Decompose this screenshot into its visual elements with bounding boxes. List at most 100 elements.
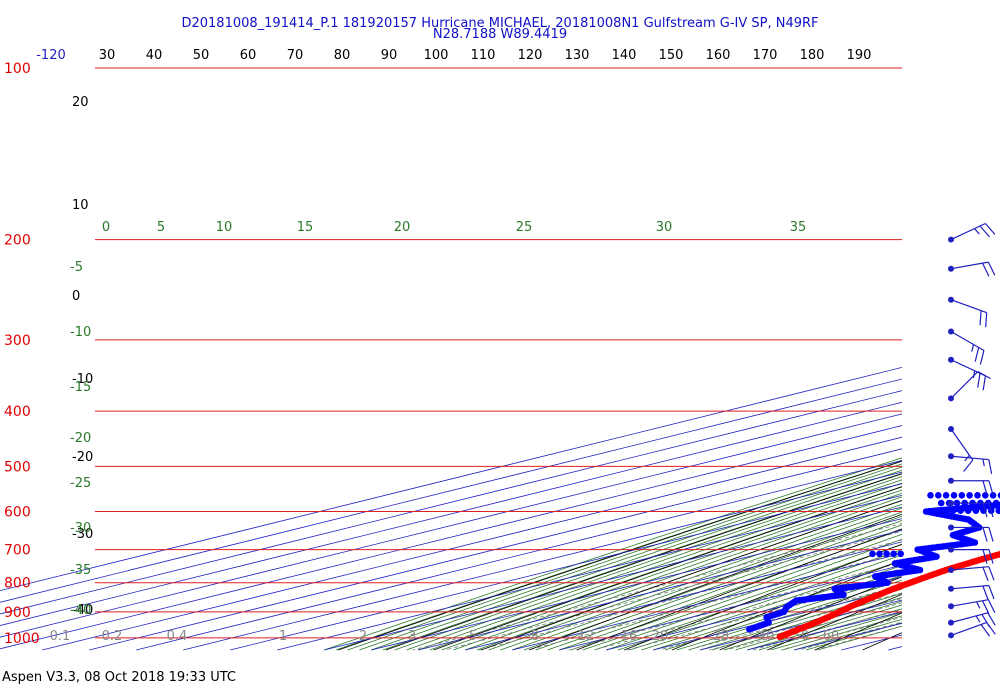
isotherm-line [277,494,902,651]
dry-adiabat-line [338,460,902,651]
moist-adiabat-label: 20 [394,220,411,235]
wind-barb [948,584,995,600]
dewpoint-point [937,499,945,507]
wind-barb [948,524,994,542]
wind-barb [948,453,993,474]
wind-barb [948,546,994,564]
dry-adiabat-line [576,528,902,651]
dewpoint-point [989,492,997,499]
pressure-label-700: 700 [4,543,31,559]
isotherm-line [606,576,902,651]
wind-barb [948,426,974,472]
moist-adiabat-line [465,496,902,651]
moist-adiabat-line [747,604,902,651]
dry-adiabat-label: -10 [72,372,93,387]
dry-adiabat-label: -20 [72,450,93,465]
mixing-ratio-label: 16 [621,629,638,644]
mixing-ratio-line [780,616,902,651]
dewpoint-point [992,499,1000,507]
isotherm-line [183,471,902,651]
mixing-ratio-label: 0.1 [50,629,71,644]
dewpoint-point [972,507,980,514]
top-scale-label: 50 [193,48,210,63]
top-scale-label: 140 [612,48,637,63]
moist-adiabat-line [394,476,902,651]
moist-adiabat-line [512,511,902,651]
temperature-point [776,633,784,641]
wind-barb [948,612,996,628]
moist-adiabat-line [688,584,902,651]
moist-adiabat-line [723,596,902,651]
moist-adiabat-label: 0 [102,220,110,235]
moist-adiabat-line [700,588,902,651]
mixing-ratio-label: 28 [713,629,730,644]
moist-adiabat-line [570,533,902,651]
mixing-ratio-line [528,551,902,651]
moist-adiabat-line [441,489,902,651]
moist-adiabat-label: -15 [70,380,91,395]
moist-adiabat-label: -25 [70,476,91,491]
isotherm-line [512,553,902,651]
dry-adiabat-label: 20 [72,95,89,110]
mixing-ratio-line [626,576,902,651]
moist-adiabat-line [500,507,902,651]
moist-adiabat-line [359,466,902,651]
wind-barb [948,222,996,243]
moist-adiabat-label: -40 [70,603,91,618]
moist-adiabat-label: -35 [70,563,91,578]
dry-adiabat-line [481,499,902,651]
footer-version: Aspen V3.3, 08 Oct 2018 19:33 UTC [2,670,236,685]
isotherm-line [42,436,902,651]
mixing-ratio-line [726,602,902,651]
dewpoint-series [746,492,1000,633]
dewpoint-point [890,550,897,558]
moist-adiabat-line [582,538,902,651]
moist-adiabat-label: -30 [70,521,91,536]
wind-barb [948,566,995,582]
chart-title: D20181008_191414_P.1 181920157 Hurricane… [181,16,819,31]
moist-adiabat-line [629,559,902,651]
isotherm-line [371,518,902,651]
moist-adiabat-label: -10 [70,325,91,340]
top-scale-label: 90 [381,48,398,63]
wind-barb [948,621,996,639]
moist-adiabat-line [594,544,902,651]
dewpoint-point [949,507,957,514]
dewpoint-point [876,550,883,558]
mixing-ratio-label: 60 [823,629,840,644]
moist-adiabat-label: 25 [516,220,533,235]
mixing-ratio-line [568,561,902,651]
moist-adiabat-line [735,600,902,651]
dewpoint-point [995,507,1000,514]
mixing-ratio-label: 8 [531,629,539,644]
dewpoint-point [897,550,904,558]
moist-adiabat-label: -5 [70,260,83,275]
temperature-series [776,550,1000,641]
moist-adiabat-line [418,482,902,651]
dewpoint-point [997,492,1000,499]
isotherm-line [0,413,902,638]
isotherm-line [0,378,902,603]
mixing-ratio-label: 40 [758,629,775,644]
top-scale-label: 150 [659,48,684,63]
isotherm-line [136,460,902,651]
dewpoint-point [883,550,890,558]
moist-adiabat-line [711,592,902,651]
top-scale-label: 70 [287,48,304,63]
moist-adiabat-line [653,570,902,651]
top-scale-label: 30 [99,48,116,63]
moist-adiabat-line [523,515,902,651]
isotherms [0,366,902,651]
isotherm-line [0,425,902,650]
wind-barb [948,328,985,365]
isotherm-line [230,483,902,651]
dry-adiabat-label: -40 [72,603,93,618]
moist-adiabat-label: 15 [297,220,314,235]
pressure-label-400: 400 [4,404,31,420]
top-scale-label: 110 [471,48,496,63]
dewpoint-point [746,626,753,633]
pressure-label-200: 200 [4,233,31,249]
dry-adiabat-line [671,559,902,651]
moist-adiabat-line [347,463,902,651]
dewpoint-point [982,492,989,499]
